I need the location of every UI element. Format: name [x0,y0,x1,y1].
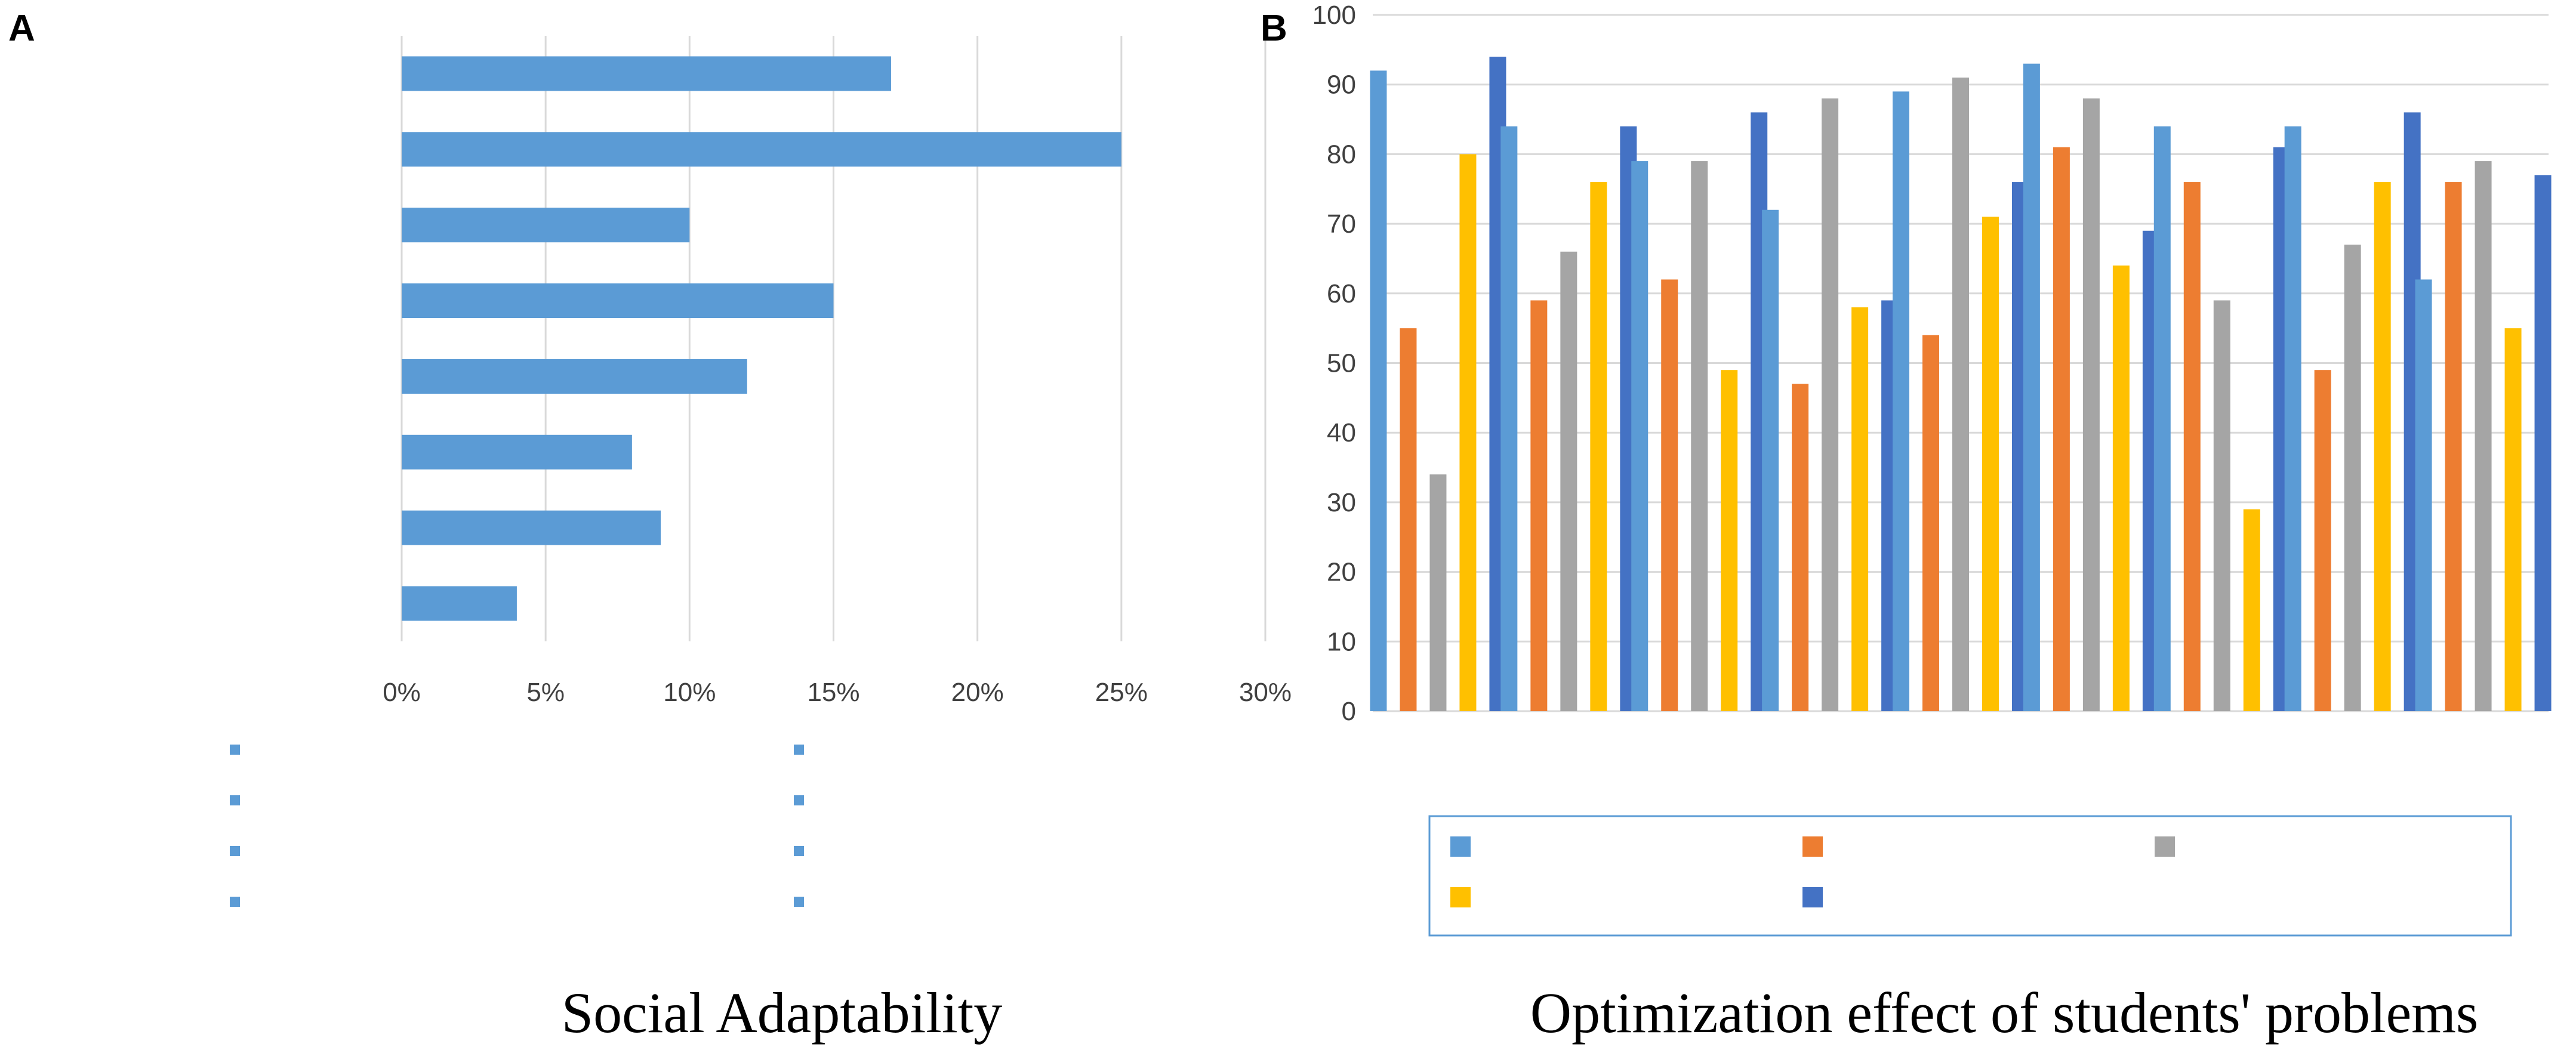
panel-b-bar [2153,126,2171,712]
panel-b-legend-swatch [1802,836,1823,857]
panel-b-bar [1721,370,1738,711]
panel-b-y-tick-label: 70 [1327,209,1356,239]
panel-b-bar [2314,370,2331,711]
panel-a-legend-swatch [794,745,804,755]
panel-b-bar [2213,300,2230,712]
panel-b-y-tick-label: 20 [1327,558,1356,587]
panel-a-legend-swatch [230,745,240,755]
panel-a-x-tick-label: 30% [1239,678,1292,707]
panel-b-y-tick-label: 10 [1327,627,1356,656]
panel-a-legend-swatch [230,846,240,856]
panel-a-bar [402,434,632,470]
panel-b-bar [1691,161,1708,711]
panel-b-bar [2284,126,2301,712]
panel-b-bar [2415,279,2432,712]
panel-b-bar [1560,251,1577,711]
panel-b-bar [2504,328,2522,711]
panel-a-label: A [8,8,35,49]
panel-b: B 0 10 20 30 40 50 60 70 80 90 100 Optimization ef… [1261,1,2552,1045]
panel-a-bar [402,586,517,621]
panel-b-bar [1429,474,1447,711]
panel-b-bar [1370,70,1387,712]
panel-b-bar [1982,217,1999,711]
panel-a-bar [402,359,747,394]
panel-a-x-tick-label: 20% [951,678,1004,707]
panel-b-bar [2023,63,2040,712]
panel-b-y-tick-label: 30 [1327,488,1356,517]
panel-b-y-tick-label: 0 [1342,697,1356,726]
panel-a-grid [400,36,1267,641]
panel-a-bar [402,132,1121,167]
panel-b-y-tick-label: 80 [1327,140,1356,169]
panel-b-legend-swatch [2155,836,2175,857]
panel-a-bar [402,510,661,545]
panel-b-bar [1792,384,1809,711]
panel-b-bar [1922,335,1939,711]
panel-a: A 0% 5% 10% 15% 20% 25% 30% Social Adaptabilit… [8,8,1292,1045]
panel-a-title: Social Adaptability [562,981,1003,1045]
panel-b-bar [2053,147,2070,712]
panel-b-bar [1851,307,1869,711]
panel-b-y-tick-label: 90 [1327,70,1356,100]
panel-b-bar [1762,209,1779,711]
panel-b-bar [1893,91,1909,711]
panel-a-bars [402,56,1121,621]
panel-b-bar [1631,161,1648,711]
panel-b-bar [1459,154,1477,711]
panel-a-bar [402,208,690,243]
panel-a-bar [402,56,891,91]
panel-b-bar [1661,279,1678,712]
panel-b-y-tick-label: 40 [1327,418,1356,447]
panel-b-label: B [1261,8,1287,49]
panel-b-bar [1500,126,1518,712]
panel-b-bar [1822,98,1839,711]
panel-b-bar [2112,265,2130,711]
panel-b-bar [1590,182,1607,712]
panel-b-bar [2082,98,2100,711]
panel-b-bars [1370,57,2552,712]
panel-a-legend-swatch [794,846,804,856]
panel-b-bar [2445,182,2462,712]
panel-b-legend-box [1428,815,2512,937]
panel-a-x-tick-label: 10% [663,678,716,707]
panel-a-legend [230,745,804,907]
panel-a-x-tick-label: 0% [383,678,421,707]
panel-b-legend [1450,836,2175,907]
panel-b-bar [2475,161,2492,711]
panel-b-y-tick-labels: 0 10 20 30 40 50 60 70 80 90 100 [1312,1,1356,726]
panel-a-bar [402,283,834,319]
panel-b-legend-swatch [1450,887,1471,907]
panel-a-legend-swatch [794,795,804,805]
panel-a-legend-swatch [794,897,804,907]
panel-b-bar [2243,509,2260,711]
panel-b-bar [2374,182,2391,712]
panel-b-y-tick-label: 60 [1327,279,1356,308]
panel-b-title: Optimization effect of students' problem… [1530,981,2479,1045]
panel-a-legend-swatch [230,795,240,805]
panel-a-x-tick-label: 15% [807,678,859,707]
panel-b-y-tick-label: 50 [1327,349,1356,378]
panel-b-bar [1400,328,1417,711]
panel-b-bar [1530,300,1548,712]
panel-b-bar [2344,245,2361,711]
panel-b-bar [2534,175,2552,711]
panel-a-x-tick-label: 5% [526,678,565,707]
panel-b-bar [2183,182,2201,712]
panel-a-legend-swatch [230,897,240,907]
panel-a-x-tick-label: 25% [1095,678,1148,707]
panel-b-y-tick-label: 100 [1312,1,1356,30]
panel-b-bar [1952,78,1969,711]
panel-b-legend-swatch [1802,887,1823,907]
panel-b-legend-swatch [1450,836,1471,857]
panel-a-tick-labels: 0% 5% 10% 15% 20% 25% 30% [383,678,1292,707]
